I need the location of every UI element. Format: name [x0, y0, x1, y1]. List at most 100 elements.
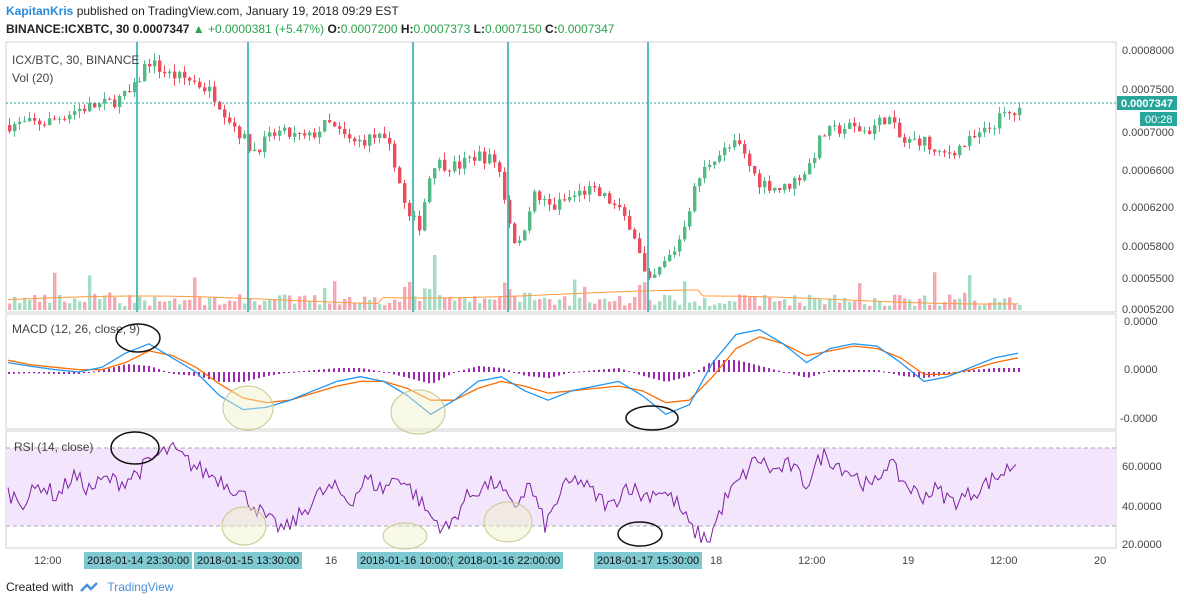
macd-histogram-bar [338, 368, 340, 372]
volume-bar [238, 294, 242, 310]
annotation-circle [221, 506, 267, 546]
candle-body [193, 80, 197, 82]
price-pane[interactable] [5, 41, 1117, 313]
rsi-axis: 60.0000 40.0000 20.0000 [1122, 461, 1162, 551]
macd-histogram-bar [673, 372, 675, 381]
macd-histogram-bar [583, 371, 585, 373]
volume-bar [58, 294, 62, 310]
macd-histogram-bar [373, 370, 375, 372]
macd-histogram-bar [723, 360, 725, 372]
macd-title: MACD (12, 26, close, 9) [12, 322, 140, 336]
macd-tick: 0.0000 [1124, 364, 1158, 376]
volume-bar [873, 297, 877, 310]
candle-body [288, 127, 292, 137]
macd-histogram-bar [998, 368, 1000, 372]
volume-bar [563, 296, 567, 310]
candle-body [278, 130, 282, 136]
candle-body [123, 91, 127, 96]
candle-body [43, 124, 47, 126]
macd-histogram-bar [208, 372, 210, 380]
candle-body [828, 126, 832, 136]
macd-histogram-bar [838, 370, 840, 372]
volume-bar [668, 295, 672, 310]
volume-bar [348, 296, 352, 310]
candle-body [343, 128, 347, 135]
candle-body [908, 138, 912, 143]
volume-bar [323, 288, 327, 310]
macd-histogram-bar [363, 368, 365, 372]
candle-body [33, 118, 37, 121]
macd-histogram-bar [983, 368, 985, 372]
publish-header: KapitanKris published on TradingView.com… [6, 4, 399, 18]
price-tick: 0.0007000 [1122, 127, 1174, 139]
candle-body [378, 133, 382, 138]
volume-bar [88, 275, 92, 310]
volume-bar [968, 274, 972, 310]
candle-body [748, 153, 752, 166]
volume-bar [133, 302, 137, 310]
candle-body [328, 120, 332, 123]
candle-body [118, 95, 122, 108]
candle-body [863, 130, 867, 132]
macd-histogram-bar [423, 372, 425, 383]
volume-bar [758, 305, 762, 310]
volume-bar [613, 300, 617, 310]
candle-body [468, 156, 472, 158]
chart-area[interactable]: ICX/BTC, 30, BINANCE Vol (20) MACD (12, … [0, 40, 1184, 572]
candle-body [13, 124, 17, 132]
macd-histogram-bar [943, 372, 945, 375]
volume-bar [68, 303, 72, 310]
macd-histogram-bar [433, 372, 435, 383]
volume-bar [53, 272, 57, 310]
time-tick: 12:00 [990, 555, 1018, 567]
candle-body [873, 125, 877, 134]
macd-histogram-bar [778, 370, 780, 372]
volume-bar [128, 295, 132, 310]
macd-histogram-bar [463, 369, 465, 372]
macd-pane[interactable] [5, 313, 1117, 430]
macd-histogram-bar [263, 372, 265, 377]
macd-histogram-bar [233, 372, 235, 382]
volume-bar [183, 300, 187, 310]
macd-histogram-bar [1008, 368, 1010, 372]
candle-body [223, 109, 227, 118]
time-axis: 12:00 16 18 12:00 19 12:00 20 [34, 555, 1106, 567]
price-tick: 0.0005500 [1122, 273, 1174, 285]
macd-histogram-bar [763, 366, 765, 372]
high-value: 0.0007373 [413, 22, 471, 36]
candle-body [553, 204, 557, 210]
author-link[interactable]: KapitanKris [6, 4, 74, 18]
macd-histogram-bar [488, 366, 490, 372]
tradingview-link[interactable]: TradingView [107, 580, 174, 594]
candle-body [213, 86, 217, 102]
volume-bar [933, 272, 937, 310]
macd-histogram-bar [1013, 368, 1015, 372]
macd-tick: -0.0000 [1120, 413, 1157, 425]
candle-body [658, 266, 662, 275]
volume-bar [988, 302, 992, 310]
candle-body [678, 239, 682, 252]
volume-bar [518, 301, 522, 310]
macd-histogram-bar [398, 372, 400, 376]
volume-bar [578, 297, 582, 310]
candle-body [973, 136, 977, 138]
volume-bar [698, 305, 702, 310]
price-axis: 0.0008000 0.0007500 0.0007000 0.0006600 … [1122, 45, 1174, 316]
candle-body [523, 230, 527, 241]
volume-bar [1013, 303, 1017, 310]
macd-histogram-bar [448, 372, 450, 376]
macd-histogram-bar [323, 369, 325, 372]
candle-body [878, 117, 882, 126]
volume-bar [628, 303, 632, 310]
time-tag-text: 2018-01-16 22:00:00 [458, 555, 560, 567]
volume-bar [673, 300, 677, 310]
candle-body [388, 138, 392, 144]
volume-bar [643, 282, 647, 310]
macd-histogram-bar [213, 372, 215, 381]
time-tag-box [357, 552, 455, 569]
candle-body [738, 140, 742, 145]
macd-histogram-bar [438, 372, 440, 381]
candle-body [618, 205, 622, 208]
macd-histogram-bar [18, 372, 20, 374]
macd-histogram-bar [818, 372, 820, 375]
